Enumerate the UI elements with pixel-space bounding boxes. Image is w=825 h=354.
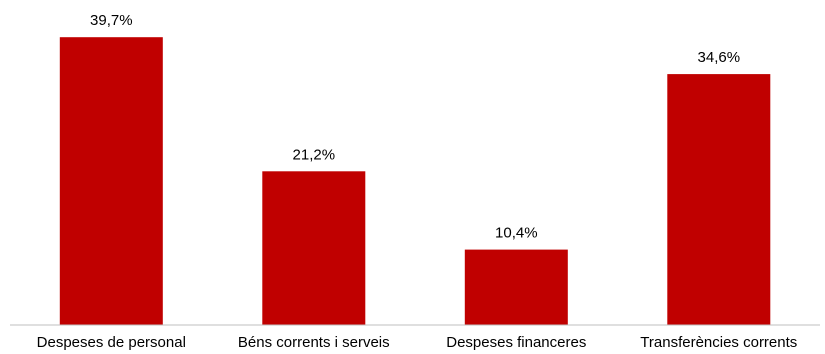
category-label-1: Despeses de personal (37, 334, 186, 351)
bar-2 (262, 171, 366, 325)
data-label-2: 21,2% (293, 146, 336, 163)
category-labels-group: Despeses de personal Béns corrents i serv… (37, 334, 798, 351)
data-label-3: 10,4% (495, 225, 538, 242)
data-labels-group: 39,7% 21,2% 10,4% 34,6% (90, 12, 740, 241)
bar-4 (667, 74, 771, 325)
category-label-3: Despeses financeres (446, 334, 586, 351)
bar-1 (59, 37, 163, 325)
bar-3 (464, 249, 568, 325)
data-label-1: 39,7% (90, 12, 133, 29)
category-label-4: Transferències corrents (640, 334, 797, 351)
data-label-4: 34,6% (698, 49, 741, 66)
category-label-2: Béns corrents i serveis (238, 334, 390, 351)
bars-group (59, 37, 771, 325)
